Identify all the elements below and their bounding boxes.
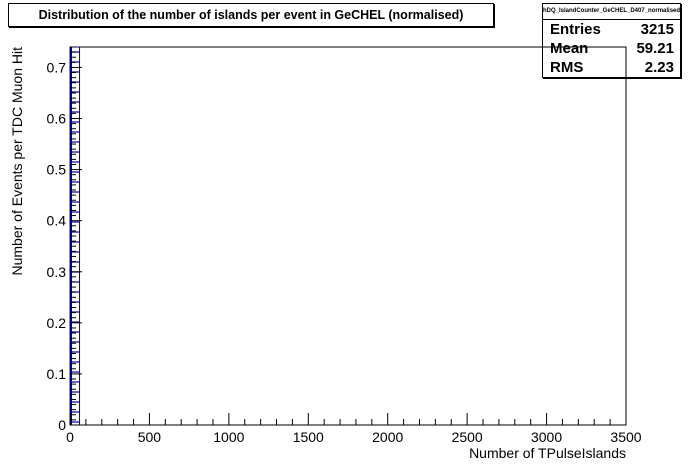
- stats-rms-label: RMS: [550, 59, 584, 76]
- stats-entries-row: Entries 3215: [543, 20, 680, 39]
- x-tick-label: 3500: [610, 429, 641, 445]
- y-tick-label: 0.3: [47, 264, 67, 280]
- histogram-name: hDQ_IslandCounter_GeCHEL_D407_normalised: [543, 4, 680, 20]
- stats-entries-value: 3215: [640, 21, 674, 38]
- stats-mean-row: Mean 59.21: [543, 39, 680, 58]
- stats-entries-label: Entries: [550, 21, 601, 38]
- x-tick-label: 1500: [293, 429, 324, 445]
- x-tick-label: 0: [66, 429, 74, 445]
- x-tick-label: 500: [138, 429, 162, 445]
- stats-mean-label: Mean: [550, 40, 589, 57]
- x-axis-label: Number of TPulseIslands: [469, 445, 626, 461]
- x-tick-label: 3000: [531, 429, 562, 445]
- y-tick-label: 0.7: [47, 59, 67, 75]
- y-tick-label: 0.1: [47, 366, 67, 382]
- x-tick-label: 2500: [452, 429, 483, 445]
- x-tick-label: 1000: [213, 429, 244, 445]
- stats-rms-row: RMS 2.23: [543, 58, 680, 77]
- y-tick-label: 0.6: [47, 111, 67, 127]
- stats-rms-value: 2.23: [644, 59, 674, 76]
- y-tick-label: 0: [58, 417, 66, 433]
- plot-frame: [69, 46, 627, 426]
- y-tick-label: 0.5: [47, 162, 67, 178]
- chart-title: Distribution of the number of islands pe…: [8, 3, 494, 27]
- x-tick-label: 2000: [372, 429, 403, 445]
- y-tick-label: 0.2: [47, 315, 67, 331]
- y-axis-label: Number of Events per TDC Muon Hit: [9, 47, 25, 276]
- y-tick-label: 0.4: [47, 213, 67, 229]
- stats-mean-value: 59.21: [636, 40, 674, 57]
- stats-box: hDQ_IslandCounter_GeCHEL_D407_normalised…: [542, 3, 681, 78]
